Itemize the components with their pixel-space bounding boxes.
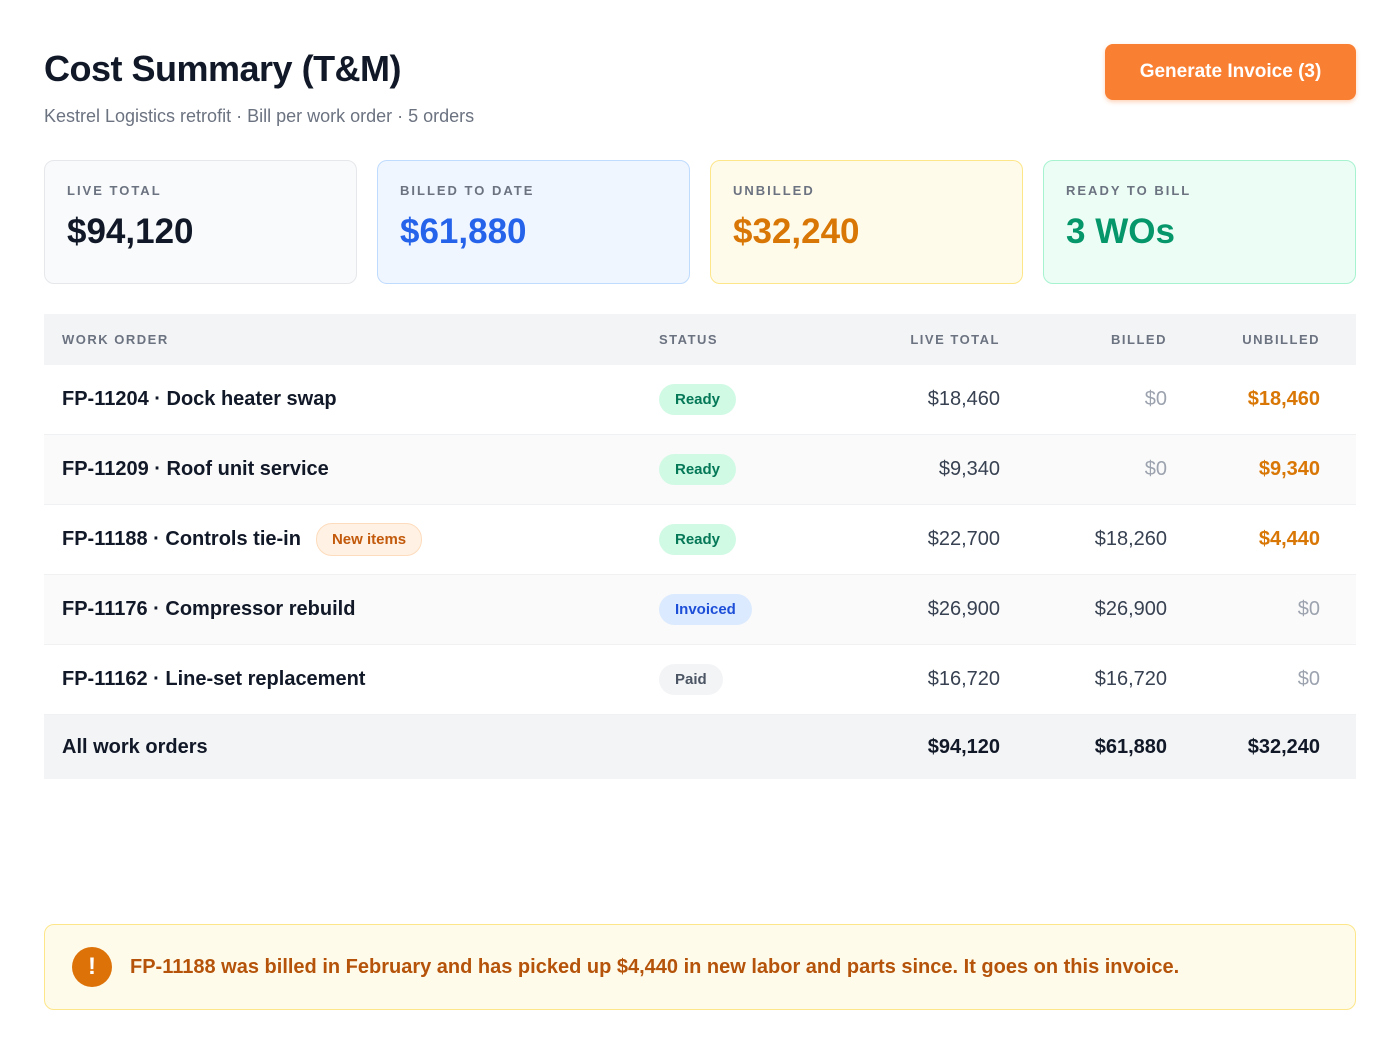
- unbilled-cell: $9,340: [1258, 458, 1320, 480]
- page-title: Cost Summary (T&M): [44, 48, 402, 89]
- work-order-name: FP-11188 · Controls tie-in: [62, 528, 301, 550]
- unbilled-cell: $18,460: [1247, 388, 1320, 410]
- work-order-name: FP-11209 · Roof unit service: [62, 458, 329, 480]
- card-label: LIVE TOTAL: [67, 183, 162, 198]
- table-footer-totals: All work orders $94,120 $61,880 $32,240: [44, 715, 1356, 779]
- alert-message: FP-11188 was billed in February and has …: [130, 955, 1180, 978]
- table-row[interactable]: FP-11176 · Compressor rebuild Invoiced $…: [44, 575, 1356, 645]
- exclamation-icon: !: [72, 947, 112, 987]
- billed-cell: $0: [1144, 388, 1167, 410]
- card-label: UNBILLED: [733, 183, 815, 198]
- new-items-badge: New items: [315, 523, 423, 556]
- table-row[interactable]: FP-11162 · Line-set replacement Paid $16…: [44, 645, 1356, 715]
- work-order-name: FP-11204 · Dock heater swap: [62, 388, 337, 410]
- total-unbilled: $32,240: [1247, 735, 1320, 758]
- status-badge: Ready: [659, 454, 737, 485]
- totals-label: All work orders: [62, 735, 208, 758]
- live-total-cell: $16,720: [927, 668, 1000, 690]
- unbilled-card: UNBILLED $32,240: [710, 160, 1023, 284]
- card-value: $32,240: [733, 212, 860, 251]
- billed-to-date-card: BILLED TO DATE $61,880: [377, 160, 690, 284]
- status-badge: Paid: [659, 664, 723, 695]
- unbilled-cell: $0: [1297, 668, 1320, 690]
- total-billed: $61,880: [1094, 735, 1167, 758]
- table-row[interactable]: FP-11209 · Roof unit service Ready $9,34…: [44, 435, 1356, 505]
- work-order-name: FP-11162 · Line-set replacement: [62, 668, 366, 690]
- card-value: 3 WOs: [1066, 212, 1175, 251]
- live-total-cell: $9,340: [938, 458, 1000, 480]
- status-badge: Ready: [659, 524, 737, 555]
- card-value: $94,120: [67, 212, 194, 251]
- card-label: BILLED TO DATE: [400, 183, 535, 198]
- column-header-status: STATUS: [659, 332, 719, 347]
- billed-cell: $0: [1144, 458, 1167, 480]
- table-header: WORK ORDER STATUS LIVE TOTAL BILLED UNBI…: [44, 314, 1356, 365]
- live-total-cell: $22,700: [927, 528, 1000, 550]
- ready-to-bill-card: READY TO BILL 3 WOs: [1043, 160, 1356, 284]
- billed-cell: $16,720: [1094, 668, 1167, 690]
- unbilled-cell: $0: [1297, 598, 1320, 620]
- card-value: $61,880: [400, 212, 527, 251]
- total-live-total: $94,120: [927, 735, 1000, 758]
- status-badge: Invoiced: [659, 594, 752, 625]
- work-order-name: FP-11176 · Compressor rebuild: [62, 598, 356, 620]
- summary-cards: LIVE TOTAL $94,120 BILLED TO DATE $61,88…: [44, 160, 1356, 284]
- table-row[interactable]: FP-11188 · Controls tie-in New items Rea…: [44, 505, 1356, 575]
- card-label: READY TO BILL: [1066, 183, 1192, 198]
- billed-cell: $26,900: [1094, 598, 1167, 620]
- generate-invoice-button[interactable]: Generate Invoice (3): [1105, 44, 1356, 100]
- column-header-billed: BILLED: [1111, 332, 1167, 347]
- live-total-card: LIVE TOTAL $94,120: [44, 160, 357, 284]
- billed-cell: $18,260: [1094, 528, 1167, 550]
- page-subtitle: Kestrel Logistics retrofit · Bill per wo…: [44, 106, 475, 126]
- live-total-cell: $18,460: [927, 388, 1000, 410]
- table-row[interactable]: FP-11204 · Dock heater swap Ready $18,46…: [44, 365, 1356, 435]
- page-header: Cost Summary (T&M) Kestrel Logistics ret…: [44, 44, 1356, 134]
- live-total-cell: $26,900: [927, 598, 1000, 620]
- column-header-work-order: WORK ORDER: [62, 332, 169, 347]
- column-header-live-total: LIVE TOTAL: [910, 332, 1000, 347]
- column-header-unbilled: UNBILLED: [1242, 332, 1320, 347]
- status-badge: Ready: [659, 384, 737, 415]
- work-order-table: WORK ORDER STATUS LIVE TOTAL BILLED UNBI…: [44, 314, 1356, 779]
- billing-alert: ! FP-11188 was billed in February and ha…: [44, 924, 1356, 1010]
- unbilled-cell: $4,440: [1258, 528, 1320, 550]
